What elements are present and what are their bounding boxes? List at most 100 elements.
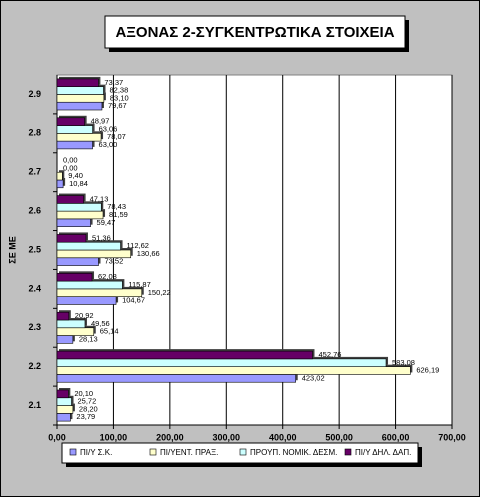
value-label: 82,38 [109,86,128,95]
value-label: 81,59 [109,210,128,219]
value-label: 28,13 [79,334,98,343]
bar [56,234,87,243]
value-label: 20,92 [75,311,94,320]
x-tick-label: 700,00 [438,432,466,442]
value-label: 452,76 [318,350,341,359]
bar [56,203,102,212]
value-label: 104,67 [122,296,145,305]
bar [56,413,71,422]
legend: ΠΙ/Υ Σ.Κ. ΠΙ/ΥΕΝΤ. ΠΡΑΞ. ΠΡΟΥΠ. ΝΟΜΙΚ. ΔΕΣ… [69,448,411,457]
x-tick-label: 0,00 [48,432,66,442]
y-tick-label: 2.3 [28,322,41,332]
bar [56,94,105,103]
value-label: 150,22 [148,288,171,297]
bar [56,335,74,344]
y-tick-label: 2.7 [28,167,41,177]
value-label: 0,00 [63,156,78,165]
value-label: 112,62 [127,241,149,250]
bar [56,210,104,220]
value-label: 130,66 [137,249,160,258]
y-tick-label: 2.1 [28,400,41,410]
value-label: 49,56 [91,319,110,328]
bar [56,249,132,259]
y-tick-label: 2.9 [28,89,41,99]
value-label: 73,52 [104,257,123,266]
bar [56,405,74,414]
value-label: 51,36 [92,233,111,242]
bar [56,389,69,399]
bar [56,327,95,336]
x-tick-label: 600,00 [382,432,410,442]
value-label: 78,43 [107,202,126,211]
value-label: 47,13 [90,194,109,203]
value-label: 20,10 [74,389,93,398]
y-axis-label: ΣΕ ΜΕ [7,236,17,263]
y-tick-label: 2.8 [28,128,41,138]
bar [56,374,297,383]
title-box [104,15,406,49]
x-tick-label: 400,00 [269,432,297,442]
bar [56,296,117,305]
bar [56,86,104,95]
value-label: 10,84 [69,179,88,188]
value-label: 115,87 [128,280,150,289]
bar [56,288,143,297]
value-label: 73,37 [104,78,123,87]
value-label: 25,72 [78,397,97,406]
value-label: 83,10 [110,93,129,102]
legend-swatch [69,448,77,456]
bar [56,358,387,367]
x-tick-label: 500,00 [325,432,353,442]
y-tick-label: 2.5 [28,244,41,254]
legend-swatch [239,448,247,456]
bar [56,241,121,251]
bar [56,350,313,360]
bar [56,140,93,150]
value-label: 78,07 [107,132,126,141]
bar [56,78,99,87]
bar [56,125,93,134]
bar [56,319,86,329]
value-label: 79,67 [108,101,127,110]
value-label: 63,06 [99,124,118,133]
value-label: 59,47 [97,218,116,227]
bar [56,280,123,290]
bar [56,117,85,126]
value-label: 23,79 [76,412,95,421]
value-label: 423,02 [302,373,325,382]
y-tick-label: 2.2 [28,361,41,371]
bar [56,273,93,282]
value-label: 62,08 [98,272,117,281]
x-tick-label: 200,00 [156,432,184,442]
bar [56,171,63,181]
value-label: 65,14 [100,327,119,336]
legend-label: ΠΙ/Υ ΔΗΛ. ΔΑΠ. [355,448,411,457]
bar [56,366,411,375]
legend-label: ΠΙ/Υ Σ.Κ. [80,448,112,457]
bar [56,101,103,111]
bar [56,218,91,227]
legend-label: ΠΡΟΥΠ. ΝΟΜΙΚ. ΔΕΣΜ. [250,448,337,457]
bar [56,311,70,321]
bar [56,179,64,189]
y-tick-label: 2.6 [28,205,41,215]
legend-label: ΠΙ/ΥΕΝΤ. ΠΡΑΞ. [160,448,218,457]
value-label: 0,00 [63,163,78,172]
legend-swatch [344,448,352,456]
value-label: 626,19 [416,366,439,375]
chart-title: ΑΞΟΝΑΣ 2-ΣΥΓΚΕΝΤΡΩΤΙΚΑ ΣΤΟΙΧΕΙΑ [115,24,394,41]
x-tick-label: 300,00 [213,432,241,442]
value-label: 28,20 [79,404,98,413]
value-label: 583,08 [392,358,415,367]
bar [56,257,99,266]
bar [56,195,84,204]
y-tick-label: 2.4 [28,283,41,293]
value-label: 63,00 [99,140,118,149]
x-tick-label: 100,00 [100,432,128,442]
value-label: 9,40 [68,171,83,180]
bar [56,133,102,142]
legend-swatch [149,448,157,456]
bar [56,397,72,406]
value-label: 48,97 [91,117,110,126]
